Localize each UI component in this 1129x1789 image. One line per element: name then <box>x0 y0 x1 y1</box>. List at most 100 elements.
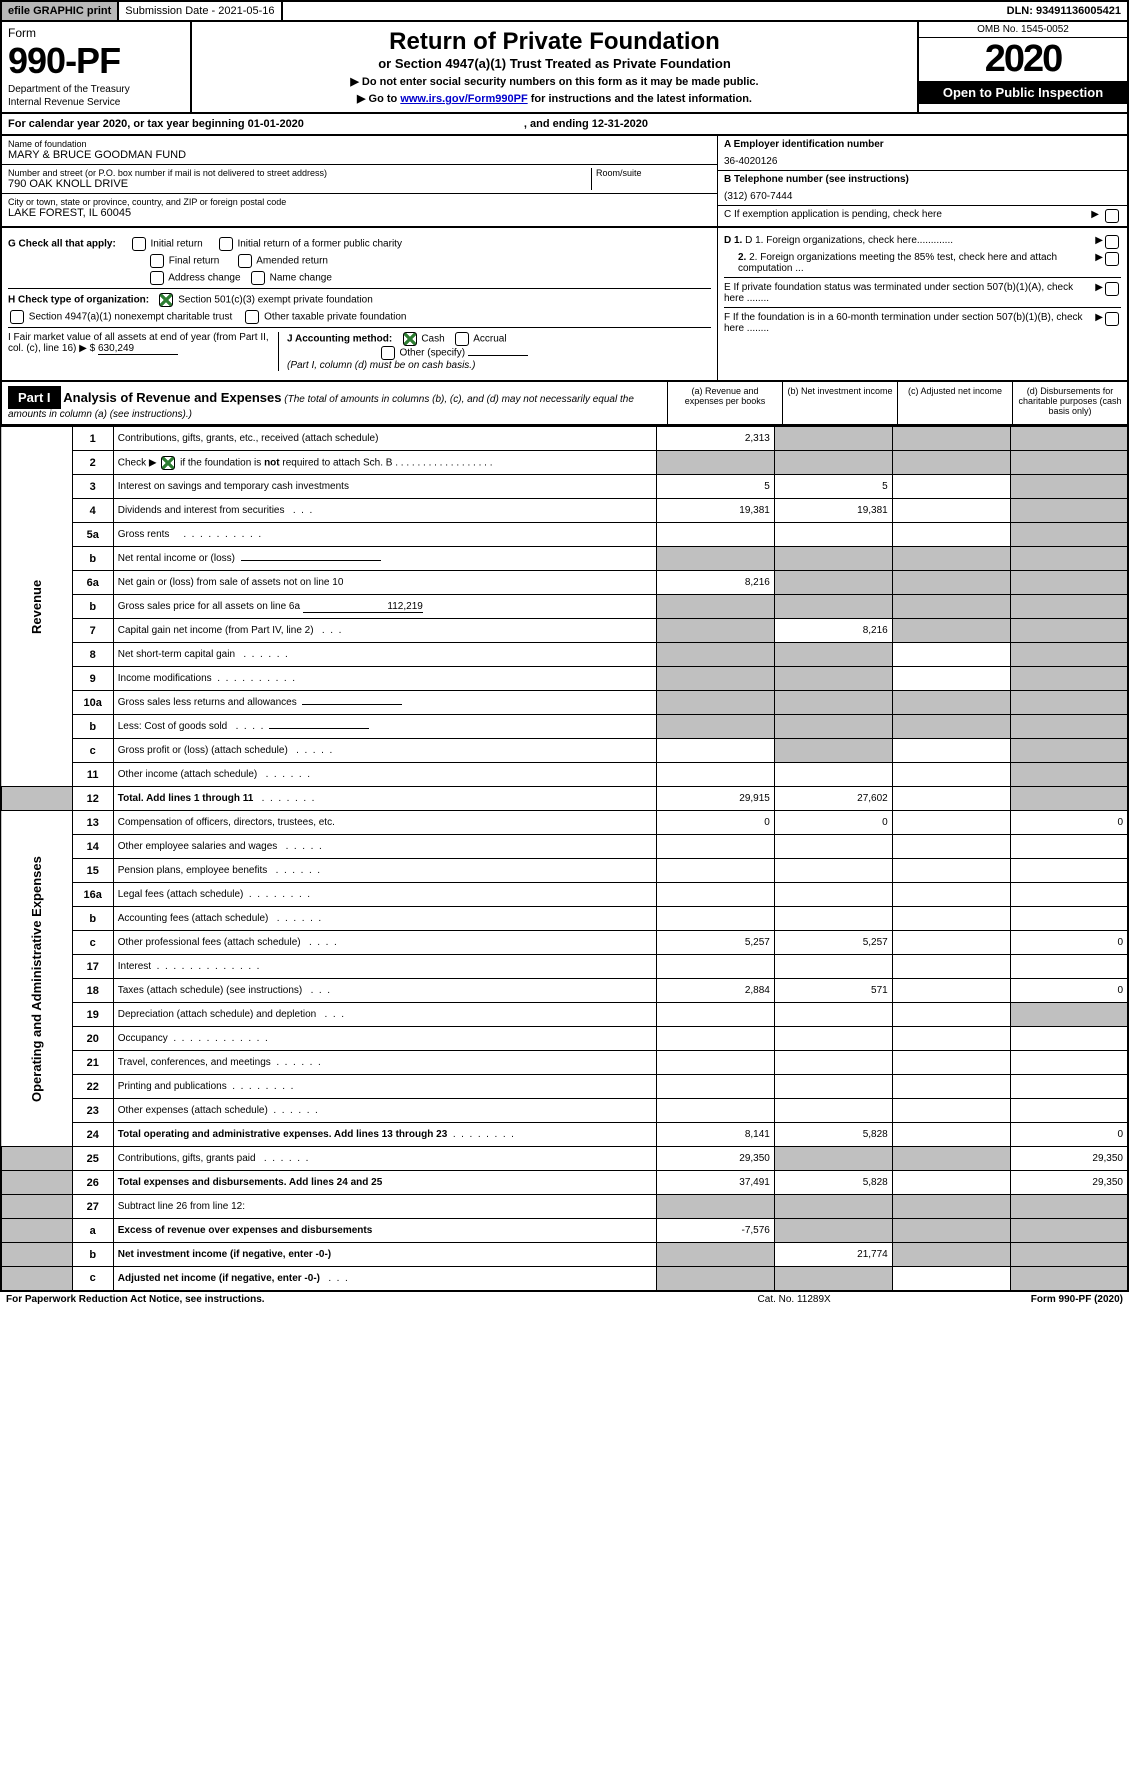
address-label: Number and street (or P.O. box number if… <box>8 168 591 178</box>
line-num: a <box>72 1219 113 1243</box>
room-label: Room/suite <box>596 168 711 178</box>
ein-value: 36-4020126 <box>724 156 1121 167</box>
g1-label: Initial return <box>151 239 203 250</box>
efile-print-button[interactable]: efile GRAPHIC print <box>2 2 119 20</box>
accrual-checkbox[interactable] <box>455 332 469 346</box>
ein-label: A Employer identification number <box>724 139 1121 150</box>
address-change-checkbox[interactable] <box>150 271 164 285</box>
final-return-checkbox[interactable] <box>150 254 164 268</box>
501c3-checkbox[interactable] <box>159 293 173 307</box>
arrow-icon: ▶ <box>1095 252 1103 263</box>
arrow-icon: ▶ <box>1095 312 1103 323</box>
line-23: Other expenses (attach schedule) . . . .… <box>113 1099 656 1123</box>
j2-label: Accrual <box>473 334 506 345</box>
g6-label: Name change <box>270 273 332 284</box>
f-label: F If the foundation is in a 60-month ter… <box>724 312 1095 334</box>
col-d-header: (d) Disbursements for charitable purpose… <box>1012 382 1127 424</box>
val-6b-sales: 112,219 <box>303 601 423 613</box>
phone-label: B Telephone number (see instructions) <box>724 174 1121 185</box>
sch-b-checkbox[interactable] <box>161 456 175 470</box>
val-4a: 19,381 <box>656 499 774 523</box>
line-10c: Gross profit or (loss) (attach schedule)… <box>113 739 656 763</box>
initial-return-checkbox[interactable] <box>132 237 146 251</box>
col-a-header: (a) Revenue and expenses per books <box>667 382 782 424</box>
street-address: 790 OAK KNOLL DRIVE <box>8 178 591 190</box>
line-11: Other income (attach schedule) . . . . .… <box>113 763 656 787</box>
goto-prefix: ▶ Go to <box>357 93 400 105</box>
line-num: b <box>72 1243 113 1267</box>
line-num: 6a <box>72 571 113 595</box>
line-20: Occupancy . . . . . . . . . . . . <box>113 1027 656 1051</box>
line-5a: Gross rents . . . . . . . . . . <box>113 523 656 547</box>
line-2: Check ▶ if the foundation is not require… <box>113 451 656 475</box>
val-26b: 5,828 <box>774 1171 892 1195</box>
line-27c: Adjusted net income (if negative, enter … <box>113 1267 656 1291</box>
amended-checkbox[interactable] <box>238 254 252 268</box>
part1-header-row: Part I Analysis of Revenue and Expenses … <box>0 382 1129 426</box>
part1-badge: Part I <box>8 386 61 409</box>
val-18b: 571 <box>774 979 892 1003</box>
footer: For Paperwork Reduction Act Notice, see … <box>0 1292 1129 1307</box>
omb-number: OMB No. 1545-0052 <box>919 22 1127 38</box>
irs-link[interactable]: www.irs.gov/Form990PF <box>400 93 527 105</box>
g-label: G Check all that apply: <box>8 239 116 250</box>
city-label: City or town, state or province, country… <box>8 197 711 207</box>
val-27b: 21,774 <box>774 1243 892 1267</box>
paperwork-notice: For Paperwork Reduction Act Notice, see … <box>6 1294 265 1305</box>
line-num: 19 <box>72 1003 113 1027</box>
val-4b: 19,381 <box>774 499 892 523</box>
line-num: 25 <box>72 1147 113 1171</box>
line-3: Interest on savings and temporary cash i… <box>113 475 656 499</box>
d2-checkbox[interactable] <box>1105 252 1119 266</box>
line-12: Total. Add lines 1 through 11 . . . . . … <box>113 787 656 811</box>
h2-label: Section 4947(a)(1) nonexempt charitable … <box>29 312 232 323</box>
val-12b: 27,602 <box>774 787 892 811</box>
val-24a: 8,141 <box>656 1123 774 1147</box>
line-18: Taxes (attach schedule) (see instruction… <box>113 979 656 1003</box>
line-num: 1 <box>72 427 113 451</box>
other-method-checkbox[interactable] <box>381 346 395 360</box>
dln: DLN: 93491136005421 <box>1001 2 1127 20</box>
line-num: b <box>72 907 113 931</box>
val-25d: 29,350 <box>1010 1147 1128 1171</box>
line-num: 26 <box>72 1171 113 1195</box>
line-num: 12 <box>72 787 113 811</box>
checks-section: G Check all that apply: Initial return I… <box>0 228 1129 382</box>
cash-checkbox[interactable] <box>403 332 417 346</box>
line-24: Total operating and administrative expen… <box>113 1123 656 1147</box>
val-24b: 5,828 <box>774 1123 892 1147</box>
form-header: Form 990-PF Department of the Treasury I… <box>0 22 1129 114</box>
line-num: 2 <box>72 451 113 475</box>
h3-label: Other taxable private foundation <box>264 312 406 323</box>
d1-checkbox[interactable] <box>1105 235 1119 249</box>
city-state-zip: LAKE FOREST, IL 60045 <box>8 207 711 219</box>
line-num: 10a <box>72 691 113 715</box>
line-6b: Gross sales price for all assets on line… <box>113 595 656 619</box>
part1-table: Revenue 1Contributions, gifts, grants, e… <box>0 426 1129 1292</box>
form-title: Return of Private Foundation <box>198 28 911 56</box>
cal-year-end: , and ending 12-31-2020 <box>524 118 648 130</box>
other-taxable-checkbox[interactable] <box>245 310 259 324</box>
line-num: b <box>72 715 113 739</box>
e-checkbox[interactable] <box>1105 282 1119 296</box>
line-num: 18 <box>72 979 113 1003</box>
line-num: c <box>72 1267 113 1291</box>
line-num: 27 <box>72 1195 113 1219</box>
tax-year: 2020 <box>919 38 1127 81</box>
line-9: Income modifications . . . . . . . . . . <box>113 667 656 691</box>
line-4: Dividends and interest from securities .… <box>113 499 656 523</box>
initial-former-checkbox[interactable] <box>219 237 233 251</box>
line-num: 11 <box>72 763 113 787</box>
f-checkbox[interactable] <box>1105 312 1119 326</box>
line-27b: Net investment income (if negative, ente… <box>113 1243 656 1267</box>
d1-label: D 1. Foreign organizations, check here..… <box>745 235 953 246</box>
col-b-header: (b) Net investment income <box>782 382 897 424</box>
line-6a: Net gain or (loss) from sale of assets n… <box>113 571 656 595</box>
phone-value: (312) 670-7444 <box>724 191 1121 202</box>
line-num: 14 <box>72 835 113 859</box>
j1-label: Cash <box>421 334 444 345</box>
j-note: (Part I, column (d) must be on cash basi… <box>287 360 475 371</box>
exemption-checkbox[interactable] <box>1105 209 1119 223</box>
name-change-checkbox[interactable] <box>251 271 265 285</box>
4947-checkbox[interactable] <box>10 310 24 324</box>
